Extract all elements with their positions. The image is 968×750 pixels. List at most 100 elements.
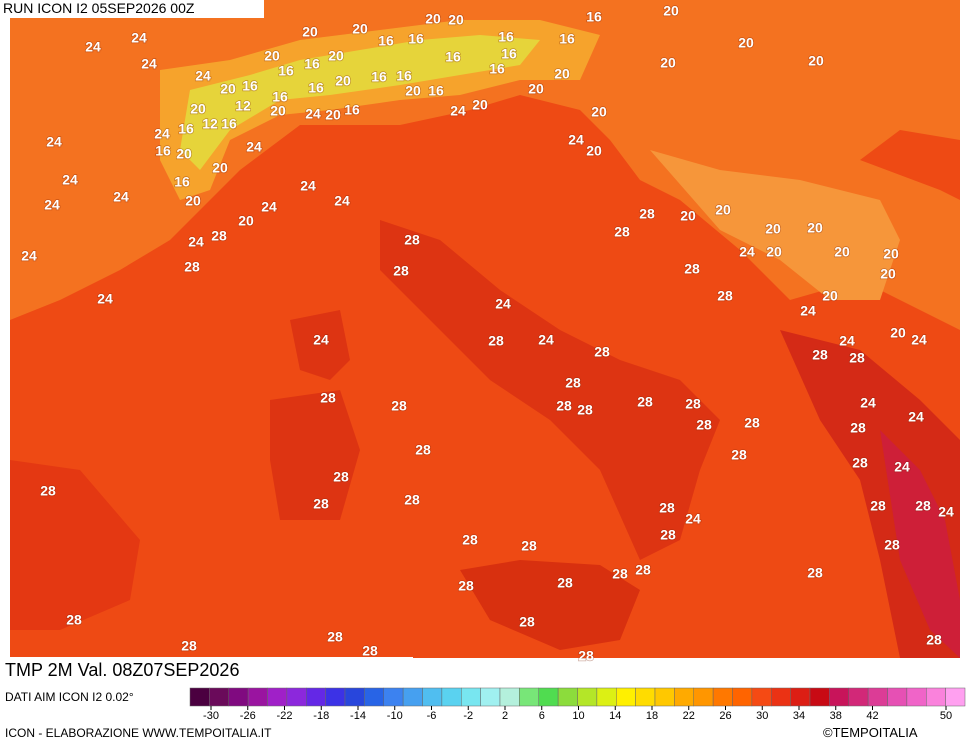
contour-label: 28 bbox=[850, 420, 866, 436]
contour-label: 24 bbox=[908, 409, 924, 425]
contour-label: 20 bbox=[680, 208, 696, 224]
contour-label: 16 bbox=[408, 31, 424, 47]
contour-label: 20 bbox=[264, 48, 280, 64]
contour-label: 24 bbox=[246, 139, 262, 155]
contour-label: 28 bbox=[594, 344, 610, 360]
contour-label: 20 bbox=[890, 325, 906, 341]
contour-label: 20 bbox=[880, 266, 896, 282]
contour-label: 28 bbox=[565, 375, 581, 391]
colorbar-swatch bbox=[712, 687, 733, 707]
contour-label: 24 bbox=[334, 193, 350, 209]
contour-label: 28 bbox=[66, 612, 82, 628]
contour-label: 16 bbox=[498, 29, 514, 45]
contour-label: 28 bbox=[415, 442, 431, 458]
contour-label: 16 bbox=[174, 174, 190, 190]
colorbar-swatch bbox=[325, 687, 346, 707]
contour-label: 24 bbox=[141, 56, 157, 72]
contour-label: 16 bbox=[344, 102, 360, 118]
contour-label: 24 bbox=[44, 197, 60, 213]
contour-label: 28 bbox=[320, 390, 336, 406]
contour-label: 16 bbox=[445, 49, 461, 65]
colorbar-swatch bbox=[596, 687, 617, 707]
colorbar-swatch bbox=[402, 687, 423, 707]
contour-label: 24 bbox=[839, 333, 855, 349]
contour-label: 20 bbox=[586, 143, 602, 159]
colorbar-swatch bbox=[519, 687, 539, 707]
contour-label: 20 bbox=[212, 160, 228, 176]
contour-label: 24 bbox=[313, 332, 329, 348]
contour-label: 28 bbox=[870, 498, 886, 514]
contour-label: 16 bbox=[155, 143, 171, 159]
colorbar-swatch bbox=[344, 687, 365, 707]
contour-label: 28 bbox=[40, 483, 56, 499]
contour-label: 24 bbox=[195, 68, 211, 84]
colorbar-swatch bbox=[732, 687, 753, 707]
colorbar-tick-label: 50 bbox=[940, 710, 952, 722]
contour-label: 20 bbox=[660, 55, 676, 71]
contour-label: 20 bbox=[405, 83, 421, 99]
contour-label: 12 bbox=[202, 116, 218, 132]
colorbar-swatch bbox=[267, 687, 288, 707]
colorbar: -30 -26 -22 -18 -14 -10 -6 -2 2 6 10 14 18 22 26 30 34 38… bbox=[189, 687, 966, 722]
colorbar-swatch bbox=[829, 687, 849, 707]
colorbar-swatch bbox=[480, 687, 501, 707]
contour-label: 20 bbox=[822, 288, 838, 304]
colorbar-swatch bbox=[306, 687, 326, 707]
colorbar-swatch bbox=[364, 687, 384, 707]
contour-label: 20 bbox=[738, 35, 754, 51]
contour-label: 20 bbox=[765, 221, 781, 237]
contour-label: 24 bbox=[450, 103, 466, 119]
colorbar-tick-label: 6 bbox=[539, 710, 545, 722]
contour-label: 28 bbox=[521, 538, 537, 554]
contour-label: 24 bbox=[154, 126, 170, 142]
contour-label: 20 bbox=[808, 53, 824, 69]
contour-label: 24 bbox=[911, 332, 927, 348]
contour-label: 24 bbox=[860, 395, 876, 411]
contour-label: 24 bbox=[21, 248, 37, 264]
brand-text: ©TEMPOITALIA bbox=[823, 725, 918, 740]
contour-label: 16 bbox=[242, 78, 258, 94]
contour-label: 16 bbox=[178, 121, 194, 137]
contour-label: 28 bbox=[313, 496, 329, 512]
contour-label: 20 bbox=[270, 103, 286, 119]
contour-label: 28 bbox=[635, 562, 651, 578]
colorbar-swatch bbox=[383, 687, 404, 707]
contour-label: 28 bbox=[578, 648, 594, 664]
contour-label: 28 bbox=[458, 578, 474, 594]
colorbar-swatch bbox=[499, 687, 520, 707]
contour-label: 24 bbox=[495, 296, 511, 312]
contour-label: 28 bbox=[404, 232, 420, 248]
contour-label: 16 bbox=[221, 116, 237, 132]
contour-label: 20 bbox=[325, 107, 341, 123]
contour-label: 16 bbox=[501, 46, 517, 62]
contour-label: 16 bbox=[378, 33, 394, 49]
colorbar-tick-label: 42 bbox=[866, 710, 878, 722]
run-box bbox=[0, 0, 264, 18]
contour-label: 28 bbox=[577, 402, 593, 418]
colorbar-tick-label: 2 bbox=[502, 710, 508, 722]
colorbar-tick-label: -14 bbox=[350, 710, 366, 722]
contour-label: 28 bbox=[556, 398, 572, 414]
contour-label: 24 bbox=[538, 332, 554, 348]
valid-box bbox=[0, 657, 413, 684]
contour-label: 28 bbox=[614, 224, 630, 240]
colorbar-tick-label: -18 bbox=[313, 710, 329, 722]
colorbar-swatch bbox=[189, 687, 210, 707]
contour-label: 20 bbox=[663, 3, 679, 19]
colorbar-swatch bbox=[441, 687, 462, 707]
contour-label: 24 bbox=[305, 106, 321, 122]
credit-text: ICON - ELABORAZIONE WWW.TEMPOITALIA.IT bbox=[5, 726, 272, 740]
contour-label: 20 bbox=[715, 202, 731, 218]
colorbar-swatch bbox=[577, 687, 598, 707]
colorbar-swatch bbox=[228, 687, 249, 707]
contour-label: 20 bbox=[883, 246, 899, 262]
contour-label: 28 bbox=[362, 643, 378, 659]
contour-label: 20 bbox=[335, 73, 351, 89]
contour-label: 20 bbox=[425, 11, 441, 27]
contour-label: 20 bbox=[238, 213, 254, 229]
colorbar-tick-label: 14 bbox=[609, 710, 621, 722]
contour-label: 28 bbox=[181, 638, 197, 654]
contour-label: 28 bbox=[812, 347, 828, 363]
